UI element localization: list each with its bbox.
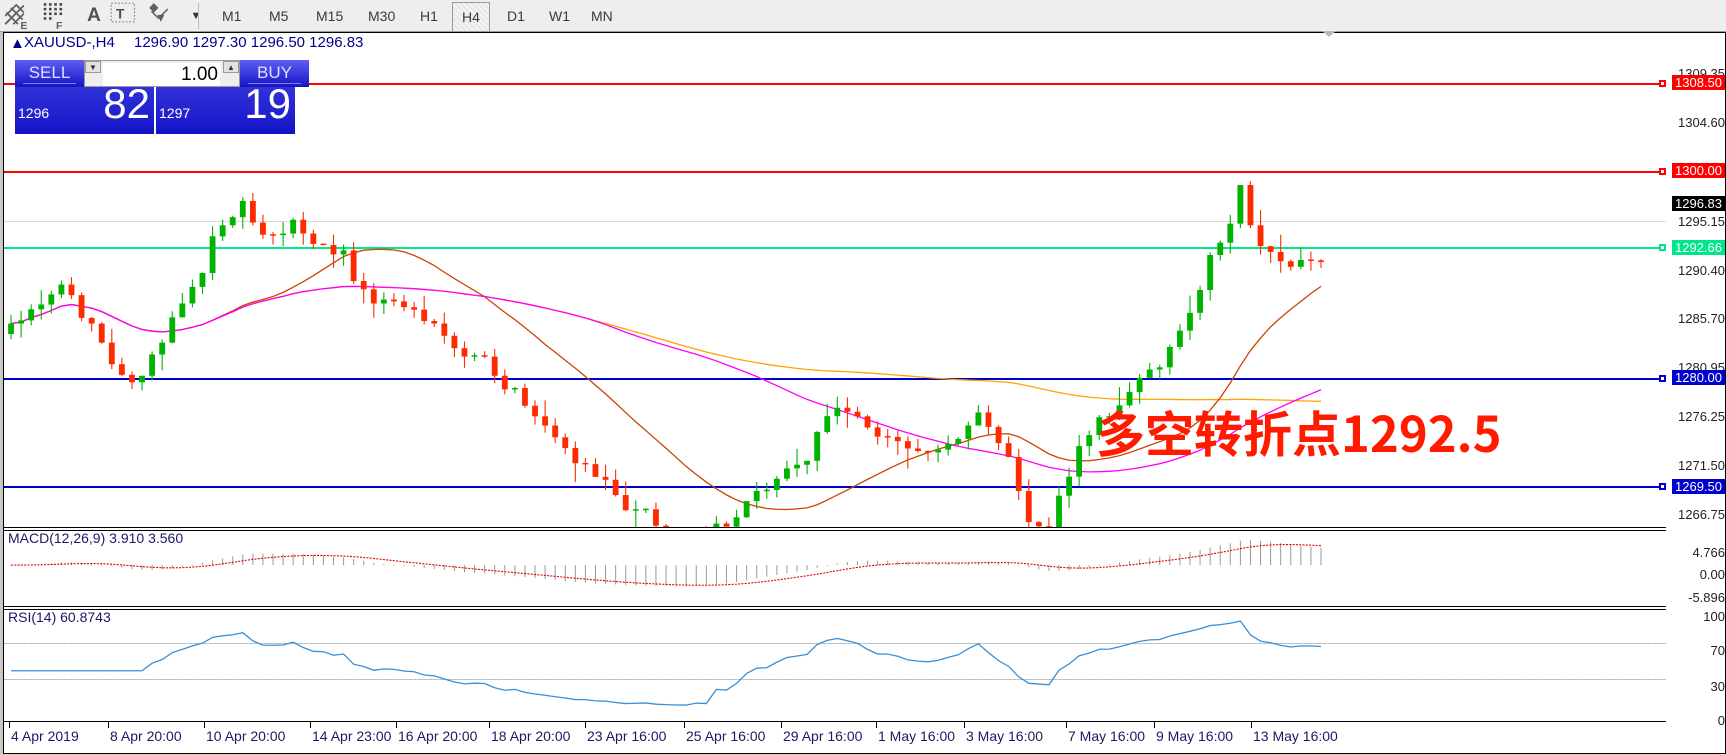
svg-text:F: F (56, 20, 63, 30)
svg-text:T: T (116, 5, 125, 21)
svg-text:E: E (20, 20, 27, 30)
